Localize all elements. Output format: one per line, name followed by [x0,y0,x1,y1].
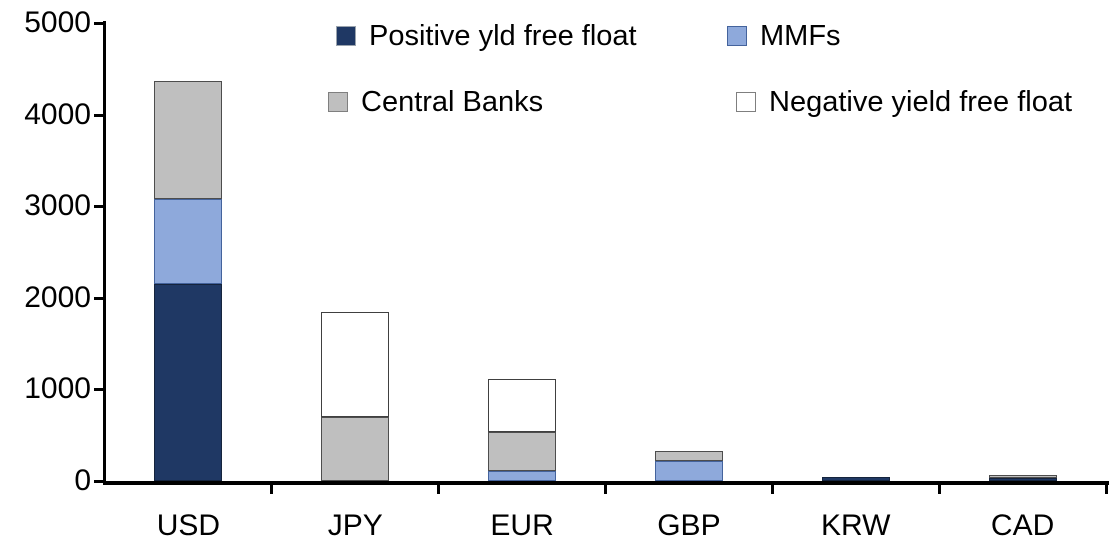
legend-item-negative-yield: Negative yield free float [736,87,1072,116]
x-category-label-krw: KRW [821,509,891,542]
bar-segment-eur-1 [488,470,557,481]
bar-segment-jpy-3 [321,312,390,417]
bar-segment-usd-1 [154,198,223,285]
y-tick-label: 4000 [24,97,91,131]
y-tick-label: 5000 [24,6,91,39]
bar-segment-usd-0 [154,284,223,481]
bar-segment-cad-0 [988,478,1057,481]
y-tick-label: 3000 [24,189,91,223]
x-category-label-cad: CAD [990,509,1055,542]
bar-segment-cad-2 [988,475,1057,479]
legend-swatch-negative-yield-icon [736,92,756,112]
x-category-label-usd: USD [156,509,221,542]
y-tick-label: 2000 [24,280,91,314]
x-axis-tick [770,481,774,494]
y-axis-tick [94,480,105,483]
legend-item-central-banks: Central Banks [328,87,543,116]
y-tick-label: 1000 [24,372,91,406]
legend-label: Positive yld free float [369,19,637,52]
legend-label: MMFs [760,19,841,52]
legend-swatch-mmfs-icon [727,26,747,46]
bar-segment-eur-2 [488,431,557,471]
y-axis-tick [94,296,105,300]
y-axis-tick [94,22,105,25]
bar-segment-gbp-2 [654,450,723,461]
y-axis-tick [94,113,105,117]
bar-segment-usd-2 [154,80,223,199]
x-axis-tick [1104,481,1108,494]
bar-segment-jpy-2 [321,416,390,481]
legend-swatch-positive-yld-icon [336,26,356,46]
x-category-label-eur: EUR [490,509,554,542]
bar-segment-eur-3 [488,379,557,432]
legend-label: Negative yield free float [769,85,1073,118]
y-axis-tick [94,205,105,209]
x-axis-line [103,481,1109,485]
x-axis-tick [270,481,274,494]
legend-label: Central Banks [361,85,544,118]
x-category-label-jpy: JPY [327,509,383,542]
x-category-label-gbp: GBP [657,509,721,542]
legend-item-positive-yld: Positive yld free float [336,21,637,50]
bar-segment-krw-0 [821,477,890,481]
x-axis-tick [604,481,607,494]
legend-swatch-central-banks-icon [328,92,348,112]
legend-item-mmfs: MMFs [727,21,841,50]
x-axis-tick [437,481,441,494]
bar-segment-gbp-1 [654,460,723,481]
y-axis-line [103,21,106,484]
y-axis-tick [94,388,105,392]
y-tick-label: 0 [74,464,91,497]
x-axis-tick [937,481,941,494]
